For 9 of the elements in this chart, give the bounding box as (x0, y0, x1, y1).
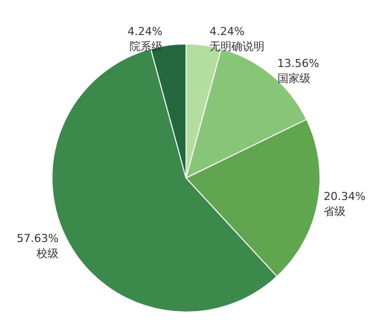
data-label: 4.24% (210, 25, 245, 38)
data-label: 4.24% (127, 25, 162, 38)
data-label: 57.63% (16, 232, 59, 245)
data-label: 13.56% (277, 57, 320, 70)
data-label: 20.34% (324, 190, 366, 203)
slice-label: 校级 (36, 246, 59, 260)
slice-label: 省级 (324, 204, 346, 218)
slice-label: 国家级 (277, 72, 310, 86)
slice-label: 无明确说明 (210, 40, 265, 54)
